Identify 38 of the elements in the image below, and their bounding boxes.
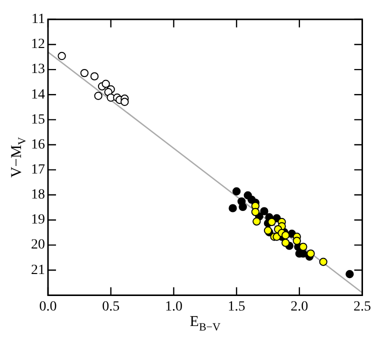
x-tick-label: 0.5 (102, 299, 120, 314)
point (80, 68, 89, 78)
y-tick-label: 20 (31, 238, 45, 253)
y-tick-label: 15 (31, 112, 45, 128)
y-tick-label: 13 (31, 62, 45, 78)
point (232, 187, 241, 196)
point (238, 202, 247, 212)
y-tick-label: 17 (31, 162, 45, 178)
point (299, 242, 308, 251)
point (260, 207, 268, 216)
y-tick-label: 18 (31, 188, 45, 203)
point (120, 98, 129, 106)
y-tick-label: 16 (31, 137, 45, 152)
point (94, 92, 102, 100)
y-tick-label: 19 (31, 212, 45, 228)
point (58, 52, 66, 60)
point (90, 72, 99, 80)
point (306, 249, 315, 258)
y-tick-label: 21 (31, 262, 45, 278)
x-tick-label: 1.5 (228, 299, 246, 314)
x-tick-label: 2.0 (290, 299, 308, 314)
y-tick-label: 14 (31, 87, 45, 102)
point (268, 218, 276, 226)
point (252, 217, 261, 226)
y-axis-title: V−MV (9, 136, 28, 178)
point (292, 236, 301, 245)
y-tick-label: 11 (32, 12, 45, 28)
point (281, 231, 290, 240)
point (346, 270, 354, 278)
point (281, 238, 290, 247)
x-tick-label: 2.5 (354, 299, 371, 314)
point (228, 204, 237, 212)
point (102, 80, 110, 88)
x-tick-label: 0.0 (39, 299, 57, 314)
y-tick-label: 12 (31, 37, 45, 52)
point (251, 208, 260, 216)
x-tick-label: 1.0 (164, 299, 182, 314)
point (319, 258, 328, 266)
